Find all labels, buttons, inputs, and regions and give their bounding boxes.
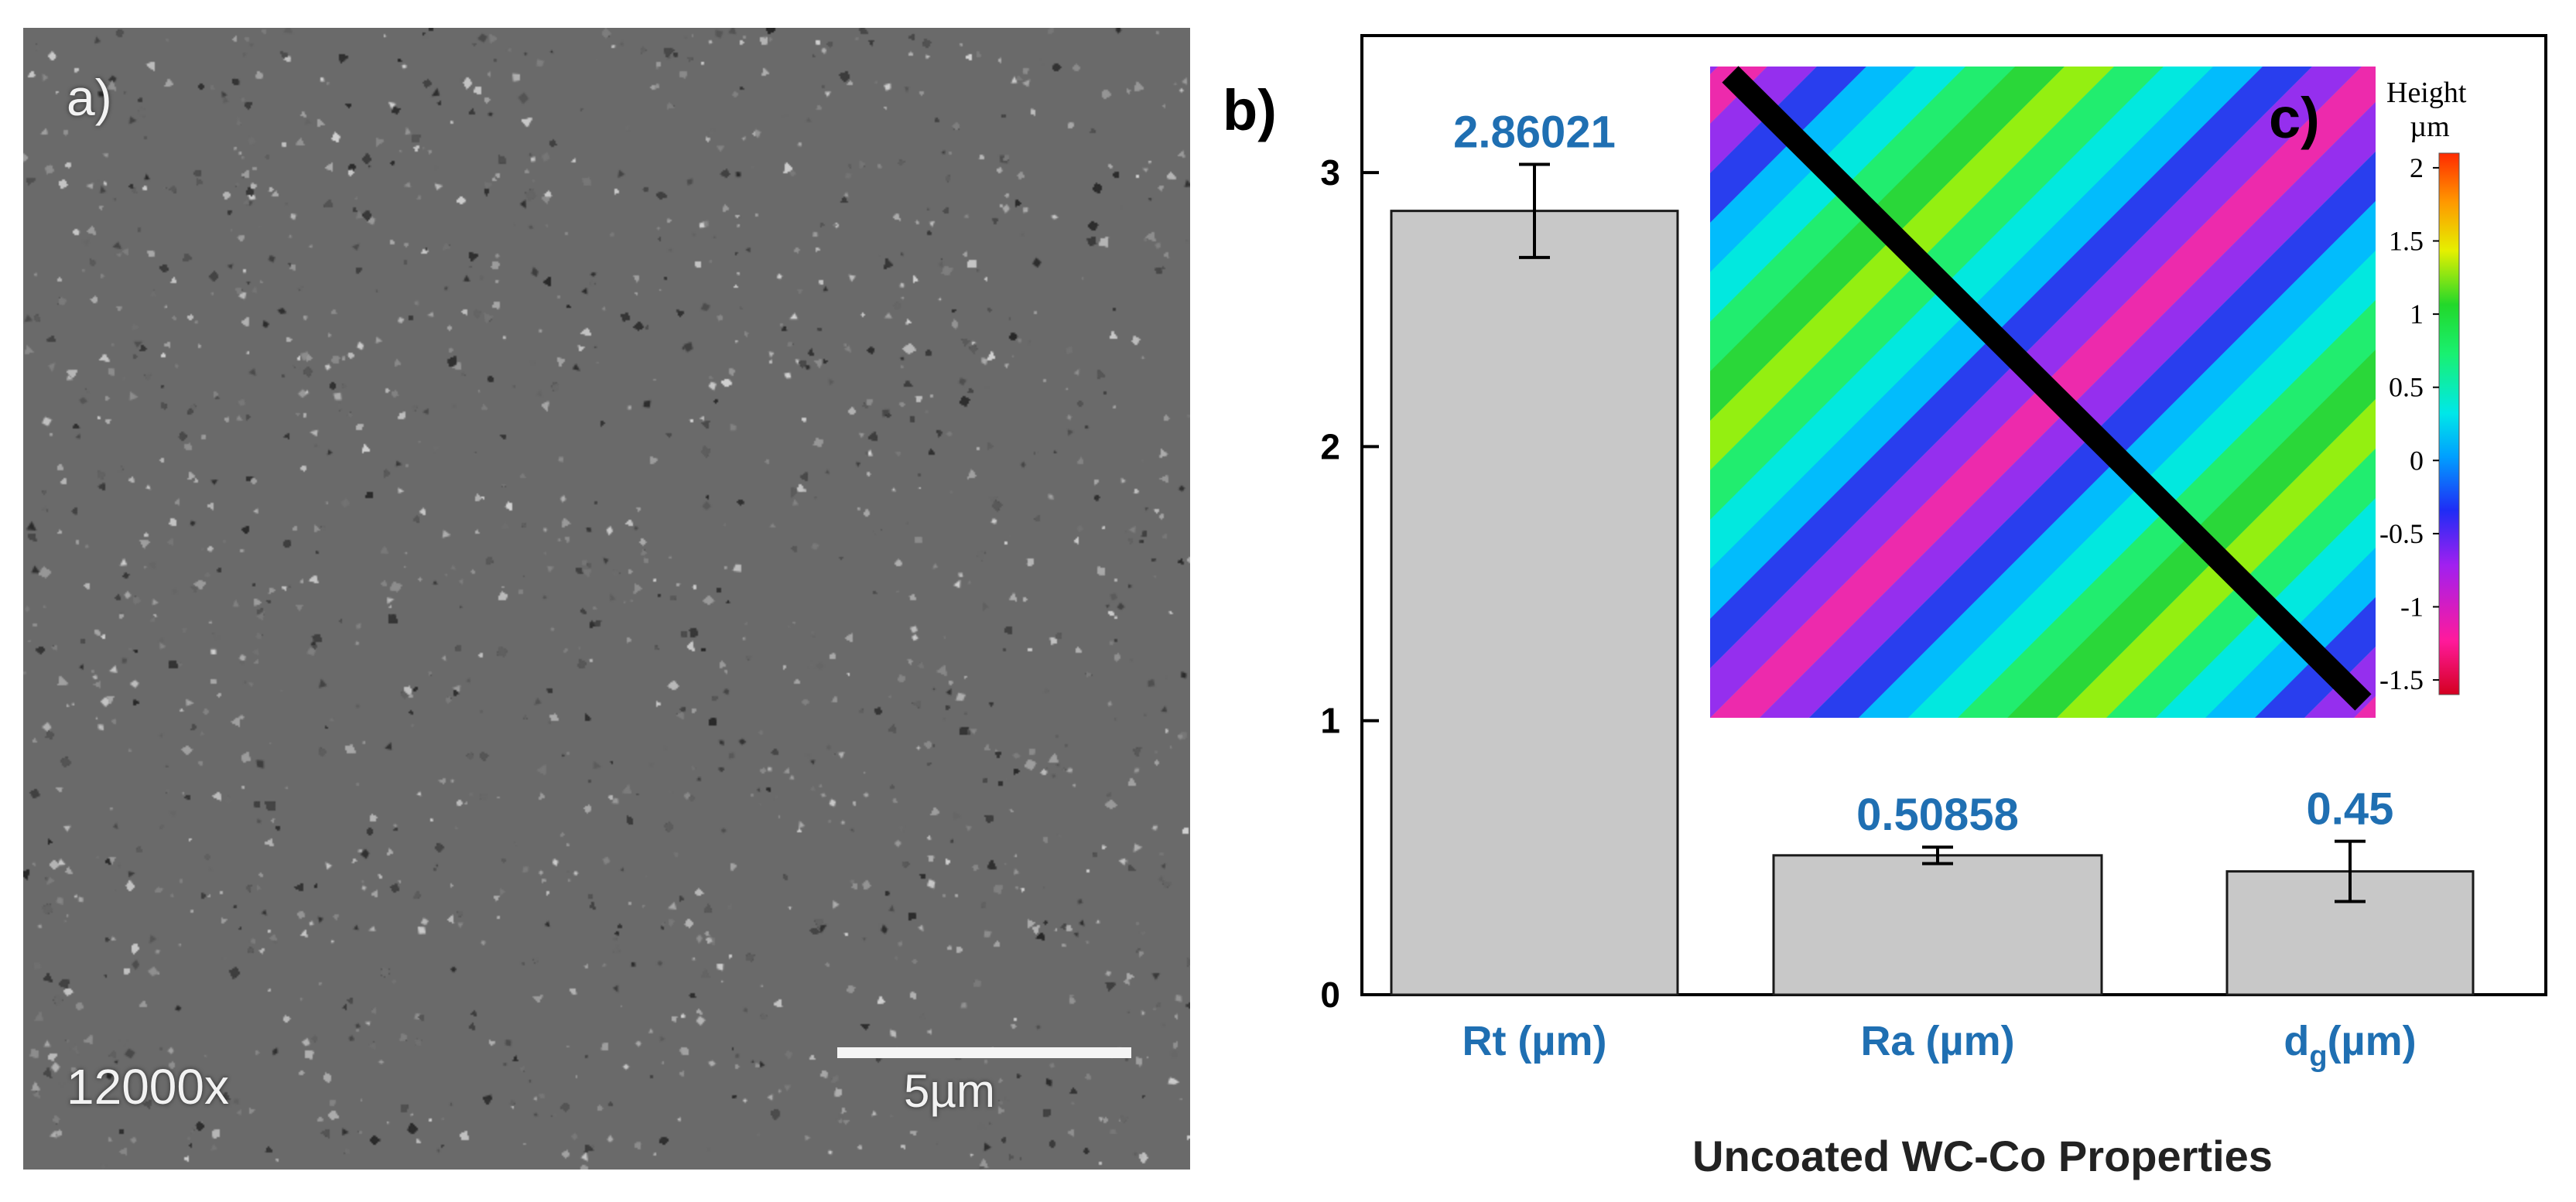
bar-chart: 0 1 2 3 2.86021 0.50858 0.45 Rt (µm) Ra (µm) dg… [1207, 34, 2576, 1180]
colorbar-tick-label: -0.5 [2379, 518, 2424, 549]
profile-line [1722, 66, 2372, 711]
value-label: 0.45 [2307, 784, 2394, 835]
category-label: Rt (µm) [1462, 1018, 1606, 1064]
height-map-stripe [2354, 696, 2376, 718]
x-axis-label: Uncoated WC-Co Properties [1692, 1132, 2273, 1180]
category-label: Ra (µm) [1860, 1018, 2014, 1064]
sem-texture [23, 28, 1190, 1170]
colorbar-title: Height [2386, 77, 2467, 109]
colorbar-tick-label: 2 [2410, 152, 2424, 183]
colorbar-tick-label: 1 [2410, 299, 2424, 330]
y-tick-label: 2 [1320, 426, 1340, 466]
height-map-stripe [2453, 67, 2576, 718]
height-map-stripe [1207, 67, 1421, 718]
colorbar-tick-label: -1 [2400, 591, 2424, 622]
sem-micrograph: a) 5µm 12000x [23, 28, 1190, 1170]
panel-c-label: c) [2269, 86, 2320, 150]
colorbar-ticks: 2 1.5 1 0.5 0 -0.5 -1 -1.5 [2379, 152, 2439, 695]
magnification-label: 12000x [67, 1059, 229, 1115]
value-label: 2.86021 [1453, 107, 1616, 157]
colorbar-tick-label: -1.5 [2379, 664, 2424, 695]
colorbar-tick-label: 1.5 [2389, 226, 2424, 257]
category-label: dg(µm) [2284, 1018, 2416, 1073]
height-map-stripe [2403, 67, 2576, 718]
value-label: 0.50858 [1856, 790, 2019, 840]
colorbar-unit: µm [2410, 111, 2449, 143]
colorbar-tick-label: 0 [2410, 445, 2424, 476]
bar [1390, 210, 1679, 996]
height-map-stripe [2502, 67, 2576, 718]
scale-bar [837, 1047, 1131, 1058]
panel-b-label: b) [1223, 78, 1277, 142]
bar [1772, 854, 2103, 996]
category-labels: Rt (µm) Ra (µm) dg(µm) [1462, 1018, 2416, 1073]
bar-chart-panel: 0 1 2 3 2.86021 0.50858 0.45 Rt (µm) Ra (µm) dg… [1207, 0, 2576, 1202]
y-tick-label: 1 [1320, 701, 1340, 741]
y-ticks: 0 1 2 3 [1320, 152, 1379, 1015]
height-map-stripe [2552, 67, 2576, 718]
colorbar-tick-label: 0.5 [2389, 372, 2424, 403]
panel-a-label: a) [67, 69, 112, 126]
y-tick-label: 3 [1320, 152, 1340, 193]
bars: 2.86021 0.50858 0.45 [1390, 107, 2475, 996]
scale-bar-label: 5µm [904, 1065, 995, 1117]
colorbar [2438, 152, 2460, 695]
y-tick-label: 0 [1320, 975, 1340, 1015]
